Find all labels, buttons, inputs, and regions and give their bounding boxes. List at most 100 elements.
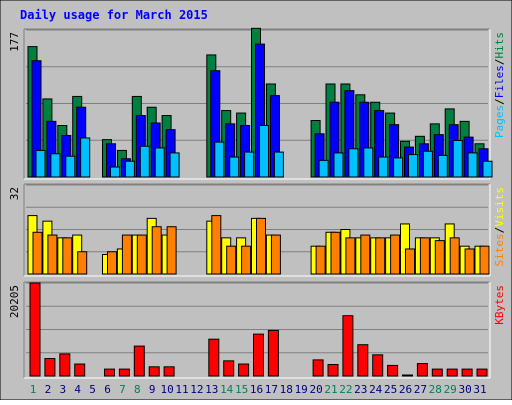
bar-pages-day-14 (229, 156, 240, 178)
ymax-label-visits_sites: 32 (8, 187, 21, 200)
bar-kbytes-day-21 (327, 363, 339, 377)
x-tick-label-day-28: 28 (429, 383, 442, 396)
bar-sites-day-15 (241, 245, 252, 275)
x-tick-label-day-2: 2 (45, 383, 52, 396)
bar-sites-day-26 (405, 248, 415, 275)
series-label-separator: / (493, 98, 506, 105)
bar-sites-day-10 (166, 226, 177, 275)
series-label-separator: / (493, 227, 506, 234)
bar-sites-day-17 (270, 234, 281, 275)
bar-kbytes-day-26 (402, 374, 413, 377)
bar-pages-day-8 (139, 145, 150, 178)
bar-pages-day-20 (318, 159, 329, 178)
bar-sites-day-24 (375, 237, 386, 275)
bar-pages-day-28 (437, 154, 448, 178)
x-tick-label-day-22: 22 (339, 383, 352, 396)
bar-sites-day-30 (464, 248, 475, 275)
bar-pages-day-24 (378, 156, 389, 178)
x-tick-label-day-31: 31 (473, 383, 486, 396)
bar-pages-day-2 (50, 153, 61, 178)
bar-pages-day-13 (214, 141, 225, 178)
bar-kbytes-day-27 (416, 363, 428, 377)
series-label-pages: Pages (493, 105, 506, 138)
bar-sites-day-1 (32, 231, 43, 275)
bar-sites-day-25 (390, 234, 401, 275)
series-label-files: Files (493, 65, 506, 98)
bar-kbytes-day-24 (372, 354, 384, 377)
bar-sites-day-4 (77, 251, 88, 275)
x-tick-label-day-21: 21 (324, 383, 337, 396)
x-tick-label-day-13: 13 (205, 383, 218, 396)
bar-pages-day-15 (244, 151, 255, 178)
bar-pages-day-7 (124, 160, 135, 178)
x-tick-label-day-4: 4 (74, 383, 81, 396)
bar-kbytes-day-28 (431, 368, 443, 377)
bar-sites-day-28 (434, 240, 445, 275)
ymax-label-kbytes: 20205 (8, 285, 21, 318)
bar-kbytes-day-23 (357, 344, 369, 377)
chart-title: Daily usage for March 2015 (20, 8, 208, 22)
bar-pages-day-6 (110, 166, 120, 178)
x-tick-label-day-1: 1 (30, 383, 37, 396)
bar-pages-day-9 (154, 147, 165, 178)
x-tick-label-day-15: 15 (235, 383, 248, 396)
bar-kbytes-day-17 (267, 329, 279, 377)
x-tick-label-day-8: 8 (134, 383, 141, 396)
x-tick-label-day-10: 10 (160, 383, 173, 396)
x-tick-label-day-27: 27 (414, 383, 427, 396)
bar-sites-day-23 (360, 234, 371, 275)
x-tick-label-day-5: 5 (89, 383, 96, 396)
bar-sites-day-27 (419, 237, 430, 275)
bar-kbytes-day-20 (312, 359, 324, 377)
x-tick-label-day-12: 12 (190, 383, 203, 396)
bar-kbytes-day-31 (476, 368, 488, 377)
bar-pages-day-31 (482, 160, 493, 178)
bar-pages-day-16 (259, 125, 269, 178)
bar-kbytes-day-10 (163, 366, 175, 377)
x-tick-label-day-25: 25 (384, 383, 397, 396)
x-tick-label-day-23: 23 (354, 383, 367, 396)
series-label-visits: Visits (493, 187, 506, 227)
bar-pages-day-30 (467, 152, 478, 178)
bar-pages-day-26 (408, 154, 418, 178)
bar-kbytes-day-22 (342, 315, 354, 377)
bar-pages-day-3 (65, 155, 76, 178)
bar-sites-day-20 (315, 245, 326, 275)
bar-sites-day-31 (479, 245, 490, 275)
series-label-hits_files_pages: Pages/Files/Hits (493, 32, 506, 138)
bar-kbytes-day-1 (29, 282, 41, 377)
series-label-visits_sites: Sites/Visits (493, 187, 506, 267)
x-tick-label-day-26: 26 (399, 383, 412, 396)
series-label-kbytes: KBytes (493, 285, 506, 325)
bar-kbytes-day-16 (253, 333, 264, 377)
bar-kbytes-day-15 (238, 363, 250, 377)
bar-pages-day-4 (80, 137, 91, 178)
ymax-label-hits_files_pages: 177 (8, 32, 21, 52)
series-label-hits: Hits (493, 32, 506, 59)
bar-sites-day-21 (330, 231, 341, 275)
x-tick-label-day-24: 24 (369, 383, 383, 396)
bar-sites-day-2 (47, 234, 58, 275)
bar-sites-day-7 (121, 234, 132, 275)
bar-sites-day-3 (62, 237, 73, 275)
bar-pages-day-1 (35, 149, 46, 178)
x-tick-label-day-7: 7 (119, 383, 126, 396)
bar-kbytes-day-13 (208, 338, 220, 377)
x-tick-label-day-16: 16 (250, 383, 263, 396)
x-tick-label-day-9: 9 (149, 383, 156, 396)
bar-sites-day-16 (256, 217, 266, 275)
bar-kbytes-day-30 (461, 368, 473, 377)
bar-sites-day-14 (226, 245, 237, 275)
bar-kbytes-day-14 (223, 360, 235, 377)
x-tick-label-day-17: 17 (265, 383, 278, 396)
x-tick-label-day-19: 19 (295, 383, 308, 396)
bar-kbytes-day-9 (148, 366, 160, 377)
bar-sites-day-13 (211, 215, 222, 275)
x-tick-label-day-18: 18 (280, 383, 293, 396)
x-tick-label-day-30: 30 (458, 383, 471, 396)
x-tick-label-day-14: 14 (220, 383, 234, 396)
bar-kbytes-day-2 (44, 358, 56, 377)
x-tick-label-day-3: 3 (59, 383, 66, 396)
bar-pages-day-29 (452, 139, 463, 178)
